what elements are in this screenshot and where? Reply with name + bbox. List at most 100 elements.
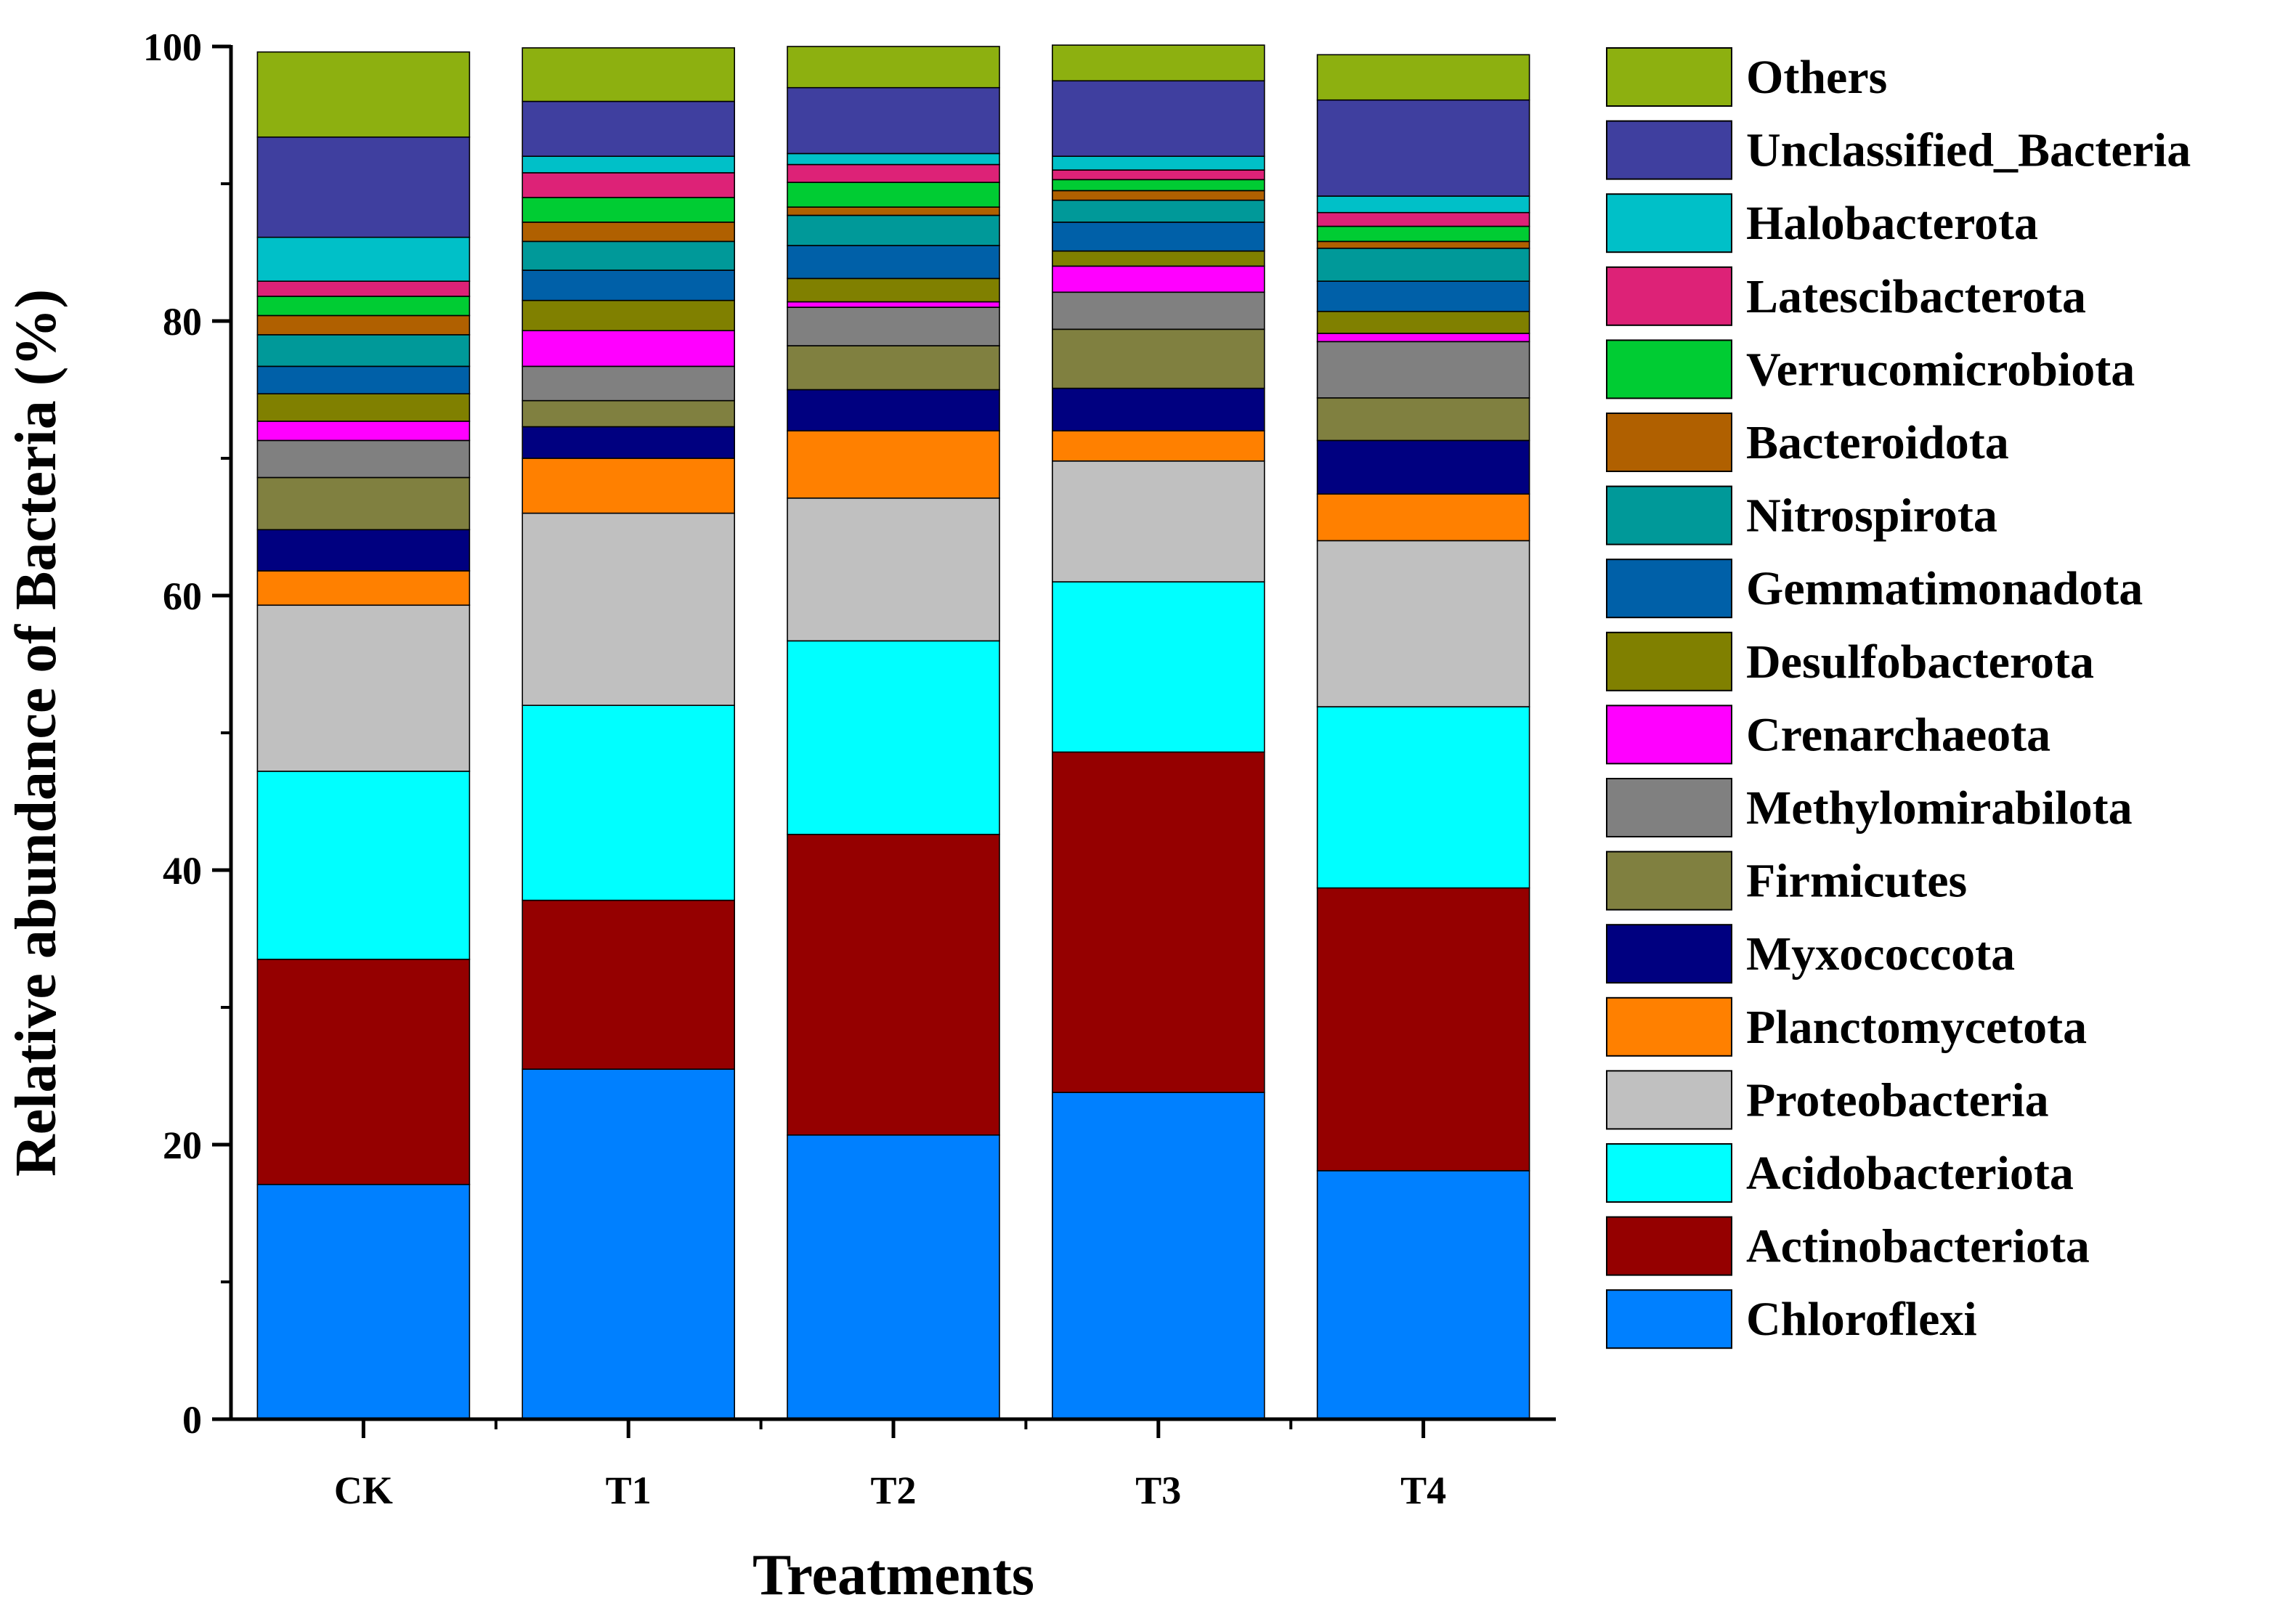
bar-segment-t3-halobacterota [1052, 156, 1265, 170]
bar-segment-ck-bacteroidota [257, 315, 469, 334]
bar-segment-t4-others [1318, 54, 1530, 100]
bar-segment-t2-latescibacterota [787, 165, 999, 183]
legend-swatch-verrucomicrobiota [1607, 340, 1732, 398]
bar-segment-t3-actinobacteriota [1052, 752, 1265, 1092]
bar-segment-ck-verrucomicrobiota [257, 296, 469, 315]
legend-label-firmicutes: Firmicutes [1746, 855, 1967, 908]
bar-segment-t1-gemmatimonadota [522, 270, 734, 301]
bar-segment-t4-unclassified-bacteria [1318, 100, 1530, 196]
bar-segment-ck-myxococcota [257, 529, 469, 571]
legend-label-unclassified-bacteria: Unclassified_Bacteria [1746, 124, 2191, 177]
bar-segment-t2-halobacterota [787, 153, 999, 164]
legend-label-gemmatimonadota: Gemmatimonadota [1746, 562, 2143, 615]
bar-segment-ck-firmicutes [257, 477, 469, 529]
legend-swatch-halobacterota [1607, 194, 1732, 252]
bar-segment-t2-crenarchaeota [787, 302, 999, 308]
bar-segment-t1-actinobacteriota [522, 901, 734, 1069]
legend-swatch-latescibacterota [1607, 267, 1732, 325]
bar-segment-t1-planctomycetota [522, 458, 734, 513]
bar-segment-t3-bacteroidota [1052, 190, 1265, 200]
legend-label-myxococcota: Myxococcota [1746, 927, 2015, 980]
x-tick-label-t3: T3 [1135, 1469, 1181, 1512]
bar-segment-t2-verrucomicrobiota [787, 182, 999, 207]
bar-segment-t4-methylomirabilota [1318, 341, 1530, 397]
bar-segment-t2-methylomirabilota [787, 307, 999, 346]
bar-segment-t2-desulfobacterota [787, 278, 999, 301]
y-tick-label: 0 [182, 1398, 202, 1442]
bar-segment-ck-proteobacteria [257, 605, 469, 771]
bar-segment-t2-gemmatimonadota [787, 245, 999, 278]
bar-segment-ck-halobacterota [257, 237, 469, 281]
legend-swatch-gemmatimonadota [1607, 559, 1732, 617]
bar-segment-t2-firmicutes [787, 346, 999, 389]
y-tick-label: 20 [163, 1124, 202, 1167]
bar-segment-t4-latescibacterota [1318, 213, 1530, 227]
legend: Others Unclassified_Bacteria Halobacterota… [1607, 48, 2191, 1348]
bar-segment-t2-others [787, 46, 999, 88]
bar-segment-t3-gemmatimonadota [1052, 222, 1265, 251]
bar-segment-ck-actinobacteriota [257, 959, 469, 1185]
bar-segment-t1-firmicutes [522, 401, 734, 427]
legend-swatch-planctomycetota [1607, 998, 1732, 1056]
bar-segment-t2-nitrospirota [787, 215, 999, 245]
bar-segment-t3-firmicutes [1052, 329, 1265, 388]
bar-segment-t2-actinobacteriota [787, 835, 999, 1135]
bar-segment-t1-verrucomicrobiota [522, 198, 734, 222]
bar-segment-t4-nitrospirota [1318, 248, 1530, 281]
bar-segment-t3-crenarchaeota [1052, 266, 1265, 292]
bar-segment-t2-myxococcota [787, 390, 999, 431]
bar-segment-t3-verrucomicrobiota [1052, 179, 1265, 190]
legend-swatch-unclassified-bacteria [1607, 121, 1732, 179]
bar-segment-t1-crenarchaeota [522, 330, 734, 366]
bar-segment-t4-myxococcota [1318, 440, 1530, 494]
bar-segment-t4-bacteroidota [1318, 241, 1530, 248]
bar-segment-t3-planctomycetota [1052, 431, 1265, 461]
legend-label-halobacterota: Halobacterota [1746, 197, 2038, 250]
bar-segment-ck-acidobacteriota [257, 771, 469, 959]
x-tick-label-t4: T4 [1400, 1469, 1446, 1512]
legend-label-bacteroidota: Bacteroidota [1746, 416, 2009, 469]
bar-segment-t2-proteobacteria [787, 498, 999, 641]
legend-label-nitrospirota: Nitrospirota [1746, 490, 1997, 543]
x-tick-label-t2: T2 [870, 1469, 916, 1512]
bar-segment-ck-gemmatimonadota [257, 366, 469, 394]
y-tick-label: 80 [163, 300, 202, 344]
legend-swatch-proteobacteria [1607, 1071, 1732, 1129]
bar-segment-t2-unclassified-bacteria [787, 88, 999, 154]
bar-segment-t1-latescibacterota [522, 173, 734, 198]
stacked-bar-chart: 020406080100CK T1 T2 T3 T4 OthersUnclassifie… [0, 0, 2296, 1616]
x-tick-label-ck: CK [334, 1469, 393, 1512]
legend-swatch-firmicutes [1607, 852, 1732, 910]
legend-swatch-crenarchaeota [1607, 705, 1732, 763]
bar-segment-t3-latescibacterota [1052, 170, 1265, 179]
bar-segment-t4-planctomycetota [1318, 494, 1530, 540]
bar-segment-ck-planctomycetota [257, 571, 469, 605]
legend-swatch-desulfobacterota [1607, 633, 1732, 691]
bar-segment-t1-halobacterota [522, 156, 734, 173]
legend-label-proteobacteria: Proteobacteria [1746, 1073, 2049, 1126]
bar-segment-ck-desulfobacterota [257, 394, 469, 421]
bar-segment-t4-gemmatimonadota [1318, 281, 1530, 312]
legend-label-crenarchaeota: Crenarchaeota [1746, 708, 2050, 761]
bar-segment-t1-chloroflexi [522, 1069, 734, 1419]
bar-segment-ck-nitrospirota [257, 335, 469, 366]
bar-segment-t2-chloroflexi [787, 1135, 999, 1419]
legend-swatch-nitrospirota [1607, 487, 1732, 545]
legend-swatch-bacteroidota [1607, 413, 1732, 471]
legend-label-methylomirabilota: Methylomirabilota [1746, 781, 2133, 835]
legend-label-planctomycetota: Planctomycetota [1746, 1001, 2087, 1054]
bar-segment-ck-chloroflexi [257, 1185, 469, 1419]
x-axis-title: Treatments [753, 1543, 1034, 1607]
bar-segment-t4-acidobacteriota [1318, 707, 1530, 888]
bar-segment-t3-others [1052, 45, 1265, 81]
bar-segment-t1-bacteroidota [522, 222, 734, 241]
bar-segment-t1-myxococcota [522, 427, 734, 458]
bar-segment-t3-nitrospirota [1052, 200, 1265, 222]
bar-segment-t3-methylomirabilota [1052, 292, 1265, 329]
bar-segment-t4-verrucomicrobiota [1318, 227, 1530, 242]
bar-segment-t1-others [522, 48, 734, 102]
legend-label-others: Others [1746, 51, 1887, 104]
bar-segment-t4-chloroflexi [1318, 1171, 1530, 1419]
bar-segment-t1-acidobacteriota [522, 705, 734, 900]
bar-segment-t3-chloroflexi [1052, 1092, 1265, 1419]
